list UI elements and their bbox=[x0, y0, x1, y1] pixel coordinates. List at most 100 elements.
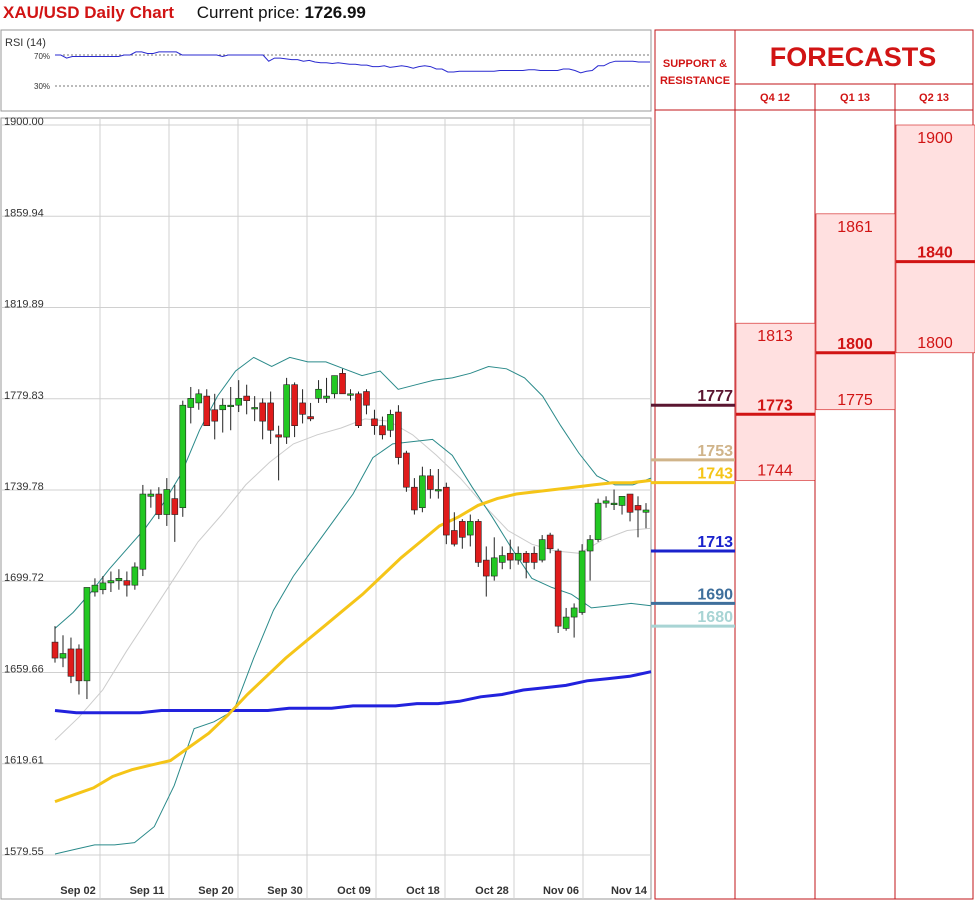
ma-slow-line bbox=[54, 670, 652, 715]
y-tick-label: 1699.72 bbox=[4, 572, 44, 584]
y-tick-label: 1779.83 bbox=[4, 390, 44, 402]
candle-up bbox=[498, 555, 506, 563]
y-tick-label: 1819.89 bbox=[4, 298, 44, 310]
candle-down bbox=[403, 452, 410, 488]
candle-down bbox=[379, 425, 386, 436]
y-tick-label: 1619.61 bbox=[4, 755, 44, 767]
candle-down bbox=[267, 402, 274, 431]
chart-header: XAU/USD Daily Chart Current price: 1726.… bbox=[3, 3, 366, 27]
forecast-mid-value: 1773 bbox=[757, 397, 793, 414]
bollinger-lower-line bbox=[54, 438, 652, 855]
rsi-label: RSI (14) bbox=[5, 37, 46, 49]
candle-down bbox=[634, 505, 642, 511]
sr-level-value: 1713 bbox=[697, 534, 733, 551]
sr-level-value: 1680 bbox=[697, 609, 733, 626]
sr-level-value: 1690 bbox=[697, 586, 733, 603]
sr-level-value: 1743 bbox=[697, 466, 733, 483]
y-tick-label: 1859.94 bbox=[4, 207, 44, 219]
candle-up bbox=[147, 493, 155, 497]
forecast-low-value: 1775 bbox=[837, 392, 873, 409]
candle-down bbox=[355, 393, 362, 427]
candle-up bbox=[115, 578, 123, 581]
x-tick-label: Sep 20 bbox=[198, 885, 233, 897]
candle-up bbox=[315, 388, 322, 399]
candle-down bbox=[554, 550, 562, 627]
x-tick-label: Nov 06 bbox=[543, 885, 579, 897]
candle-down bbox=[411, 486, 418, 511]
y-tick-label: 1900.00 bbox=[4, 116, 44, 128]
candle-up bbox=[435, 489, 442, 492]
sr-header-line2: RESISTANCE bbox=[660, 75, 730, 87]
y-axis: 1900.00 1859.94 1819.89 1779.83 1739.78 1699.… bbox=[4, 116, 44, 858]
candle-down bbox=[51, 641, 59, 659]
candle-down bbox=[443, 486, 450, 536]
candle-down bbox=[123, 580, 131, 586]
candle-up bbox=[642, 509, 650, 513]
candle-up bbox=[59, 653, 67, 659]
candle-down bbox=[506, 552, 514, 561]
forecast-top-value: 1861 bbox=[837, 219, 873, 236]
forecast-band bbox=[735, 322, 816, 481]
candle-down bbox=[451, 530, 458, 545]
candle-up bbox=[586, 539, 594, 552]
candle-down bbox=[67, 648, 75, 677]
candle-down bbox=[243, 395, 250, 401]
price-value: 1726.99 bbox=[304, 3, 366, 22]
forecast-low-value: 1744 bbox=[757, 462, 793, 479]
candle-down bbox=[203, 395, 211, 427]
candle-up bbox=[99, 582, 107, 591]
candle-down bbox=[482, 559, 490, 577]
candle-up bbox=[179, 404, 187, 509]
forecast-col-q1-13: Q1 13 bbox=[840, 92, 870, 104]
candle-down bbox=[291, 384, 298, 427]
y-tick-label: 1659.66 bbox=[4, 664, 44, 676]
sr-header-line1: SUPPORT & bbox=[663, 58, 727, 70]
candle-down bbox=[474, 521, 482, 563]
forecast-col-q4-12: Q4 12 bbox=[760, 92, 790, 104]
candle-up bbox=[139, 493, 147, 570]
candle-up bbox=[251, 407, 258, 410]
candle-up bbox=[514, 552, 522, 561]
candle-down bbox=[75, 648, 83, 682]
forecasts-title: FORECASTS bbox=[770, 42, 937, 72]
candle-up bbox=[331, 375, 338, 395]
candle-up bbox=[235, 398, 242, 406]
candle-up bbox=[131, 566, 139, 586]
x-tick-label: Oct 18 bbox=[406, 885, 440, 897]
rsi-line bbox=[55, 51, 650, 74]
x-tick-label: Sep 02 bbox=[60, 885, 95, 897]
candle-up bbox=[538, 539, 546, 561]
price-panel bbox=[0, 117, 652, 900]
candle-down bbox=[259, 402, 266, 422]
candle-up bbox=[323, 395, 330, 399]
candle-up bbox=[219, 404, 227, 411]
candle-down bbox=[171, 498, 179, 515]
candle-down bbox=[339, 373, 346, 395]
forecast-top-value: 1900 bbox=[917, 130, 953, 147]
candle-down bbox=[299, 402, 306, 415]
bollinger-mid-line bbox=[54, 418, 652, 741]
candle-up bbox=[419, 475, 426, 509]
ma-fast-line bbox=[54, 478, 652, 804]
candle-up bbox=[187, 398, 195, 408]
candle-up bbox=[490, 557, 498, 577]
candle-down bbox=[546, 534, 554, 550]
candle-up bbox=[610, 502, 618, 505]
candle-down bbox=[626, 493, 634, 513]
candle-up bbox=[227, 404, 235, 407]
sr-level-value: 1777 bbox=[697, 388, 733, 405]
candle-down bbox=[522, 552, 530, 563]
candle-up bbox=[570, 607, 578, 618]
candle-down bbox=[155, 493, 163, 515]
x-tick-label: Nov 14 bbox=[611, 885, 648, 897]
candle-up bbox=[387, 414, 394, 431]
candle-down bbox=[427, 475, 434, 490]
forecast-mid-value: 1800 bbox=[837, 336, 873, 353]
forecast-mid-value: 1840 bbox=[917, 245, 953, 262]
candle-down bbox=[307, 416, 314, 420]
candle-up bbox=[107, 580, 115, 584]
forecast-band bbox=[815, 213, 896, 411]
x-axis: Sep 02 Sep 11 Sep 20 Sep 30 Oct 09 Oct 18 Oct … bbox=[60, 885, 648, 897]
candle-down bbox=[363, 391, 370, 406]
